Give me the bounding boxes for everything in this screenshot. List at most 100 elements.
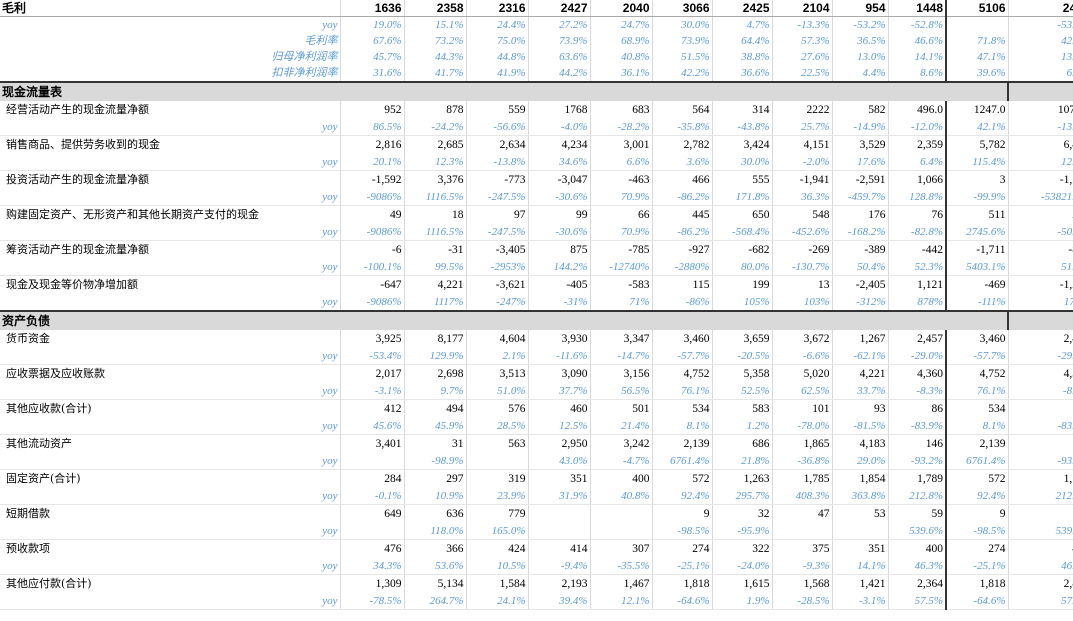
- yoy-cell: -8.3%: [1008, 383, 1073, 400]
- value-cell: 3,347: [590, 330, 653, 348]
- value-cell: 496.0: [888, 101, 947, 119]
- value-cell: 1768: [528, 101, 591, 119]
- yoy-cell: -2953%: [466, 259, 529, 276]
- value-cell: -1,284: [1008, 275, 1073, 294]
- yoy-cell: 17.6%: [832, 154, 889, 171]
- value-cell: 548: [772, 205, 833, 224]
- yoy-cell: -8.3%: [888, 383, 947, 400]
- yoy-row: yoy -53.4% 129.9% 2.1% -11.6% -14.7% -57.7% -20…: [0, 348, 1073, 365]
- yoy-cell: 70.9%: [590, 189, 653, 206]
- yoy-cell: 6761.4%: [946, 453, 1009, 470]
- value-cell: 2,457: [1008, 330, 1073, 348]
- section-filler: [946, 310, 1009, 330]
- value-cell: 466: [652, 170, 713, 189]
- ratio-cell: 24.4%: [466, 16, 529, 33]
- yoy-cell: 25.7%: [772, 119, 833, 136]
- ratio-cell: 6.7%: [1008, 65, 1073, 82]
- yoy-cell: -57.7%: [946, 348, 1009, 365]
- ratio-cell: 13.6%: [1008, 49, 1073, 65]
- line-item-row: 货币资金 3,925 8,177 4,604 3,930 3,347 3,460 3,659 3…: [0, 330, 1073, 348]
- yoy-cell: 408.3%: [772, 488, 833, 505]
- value-cell: 1448: [888, 0, 947, 17]
- yoy-cell: 62.5%: [772, 383, 833, 400]
- value-cell: 4,221: [404, 275, 467, 294]
- value-cell: 314: [712, 101, 773, 119]
- yoy-cell: 71%: [590, 294, 653, 312]
- value-cell: 3,401: [340, 434, 405, 453]
- section-filler: [1008, 310, 1073, 330]
- yoy-cell: 12.5%: [528, 418, 591, 435]
- line-item-row: 现金及现金等价物净增加额 -647 4,221 -3,621 -405 -583 115 19…: [0, 275, 1073, 294]
- line-item-label: 预收款项: [0, 539, 341, 558]
- value-cell: -1,526: [1008, 170, 1073, 189]
- yoy-cell: -78.5%: [340, 593, 405, 610]
- yoy-cell: 76.1%: [652, 383, 713, 400]
- value-cell: 97: [466, 205, 529, 224]
- yoy-cell: 57.5%: [1008, 593, 1073, 610]
- yoy-row: yoy 34.3% 53.6% 10.5% -9.4% -35.5% -25.1% -24.0…: [0, 558, 1073, 575]
- gross-profit-row: 毛利 1636 2358 2316 2427 2040 3066 2425 2104 954 144…: [0, 0, 1073, 17]
- value-cell: 1,854: [832, 469, 889, 488]
- yoy-label: yoy: [0, 294, 341, 312]
- value-cell: 13: [772, 275, 833, 294]
- value-cell: 86: [888, 399, 947, 418]
- ratio-cell: 36.6%: [712, 65, 773, 82]
- value-cell: 2104: [772, 0, 833, 17]
- ratio-row: 扣非净利润率 31.6% 41.7% 41.9% 44.2% 36.1% 42.2% 36.6…: [0, 65, 1073, 82]
- yoy-cell: -13.6%: [1008, 119, 1073, 136]
- yoy-cell: 115.4%: [946, 154, 1009, 171]
- value-cell: 1,789: [1008, 469, 1073, 488]
- value-cell: -31: [404, 240, 467, 259]
- value-cell: 3: [946, 170, 1009, 189]
- value-cell: 534: [652, 399, 713, 418]
- yoy-cell: 295.7%: [712, 488, 773, 505]
- yoy-row: yoy -0.1% 10.9% 23.9% 31.9% 40.8% 92.4% 295.7% 4…: [0, 488, 1073, 505]
- yoy-cell: -30.6%: [528, 189, 591, 206]
- value-cell: 1,785: [772, 469, 833, 488]
- yoy-cell: -25.1%: [652, 558, 713, 575]
- yoy-cell: -53821.1%: [1008, 189, 1073, 206]
- yoy-cell: 3.6%: [652, 154, 713, 171]
- yoy-row: yoy 118.0% 165.0% -98.5% -95.9% 539.6% -98.5% 5…: [0, 523, 1073, 540]
- value-cell: 564: [652, 101, 713, 119]
- yoy-cell: 28.5%: [466, 418, 529, 435]
- value-cell: 1,267: [832, 330, 889, 348]
- value-cell: 1,263: [712, 469, 773, 488]
- yoy-cell: 1116.5%: [404, 224, 467, 241]
- value-cell: 115: [652, 275, 713, 294]
- yoy-cell: 128.8%: [888, 189, 947, 206]
- yoy-cell: 2745.6%: [946, 224, 1009, 241]
- value-cell: 32: [712, 504, 773, 523]
- value-cell: -1,711: [946, 240, 1009, 259]
- value-cell: -927: [652, 240, 713, 259]
- yoy-cell: 46.3%: [888, 558, 947, 575]
- line-item-row: 其他流动资产 3,401 31 563 2,950 3,242 2,139 686 1,865 4…: [0, 434, 1073, 453]
- value-cell: 501: [590, 399, 653, 418]
- value-cell: 2,139: [652, 434, 713, 453]
- value-cell: 5106: [946, 0, 1009, 17]
- value-cell: 649: [340, 504, 405, 523]
- ratio-cell: 24.7%: [590, 16, 653, 33]
- yoy-cell: 56.5%: [590, 383, 653, 400]
- value-cell: -773: [466, 170, 529, 189]
- yoy-cell: -28.2%: [590, 119, 653, 136]
- yoy-cell: 51.0%: [466, 383, 529, 400]
- ratio-cell: 36.1%: [590, 65, 653, 82]
- yoy-cell: [832, 523, 889, 540]
- value-cell: 476: [340, 539, 405, 558]
- value-cell: 4,151: [772, 135, 833, 154]
- ratio-cell: 39.6%: [946, 65, 1009, 82]
- yoy-cell: -95.9%: [712, 523, 773, 540]
- ratio-cell: 64.4%: [712, 33, 773, 49]
- yoy-cell: -64.6%: [652, 593, 713, 610]
- line-item-label: 应收票据及应收账款: [0, 364, 341, 383]
- ratio-cell: 27.2%: [528, 16, 591, 33]
- yoy-cell: -25.1%: [946, 558, 1009, 575]
- value-cell: -442: [888, 240, 947, 259]
- ratio-cell: 73.9%: [528, 33, 591, 49]
- yoy-cell: 57.5%: [888, 593, 947, 610]
- value-cell: 4,360: [1008, 364, 1073, 383]
- yoy-cell: -111%: [946, 294, 1009, 312]
- value-cell: [590, 504, 653, 523]
- value-cell: 2,864: [1008, 574, 1073, 593]
